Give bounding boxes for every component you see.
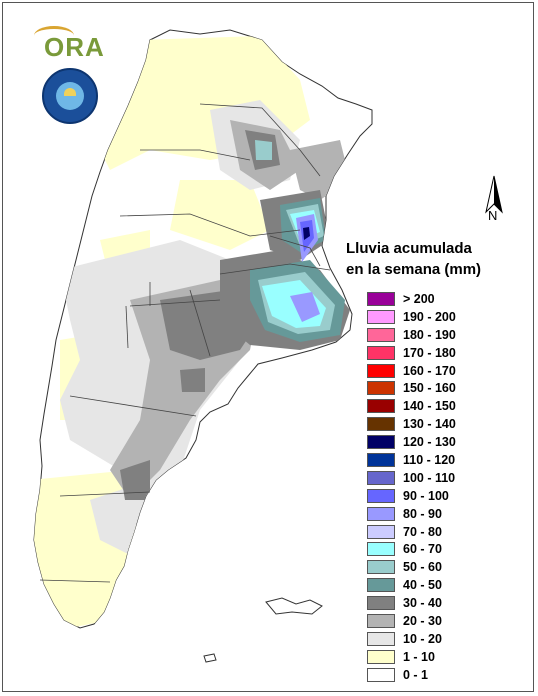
legend-swatch — [367, 327, 395, 342]
legend-item: 150 - 160 — [367, 379, 456, 397]
legend-label: 150 - 160 — [403, 381, 456, 396]
legend-swatch — [367, 560, 395, 575]
legend-item: 50 - 60 — [367, 558, 456, 576]
legend-item: 60 - 70 — [367, 540, 456, 558]
legend-swatch — [367, 309, 395, 324]
legend-label: 120 - 130 — [403, 435, 456, 450]
legend-label: 30 - 40 — [403, 596, 442, 611]
legend-label: 90 - 100 — [403, 488, 449, 503]
legend-label: 40 - 50 — [403, 578, 442, 593]
legend-item: 40 - 50 — [367, 576, 456, 594]
legend-label: 60 - 70 — [403, 542, 442, 557]
malvinas-islands — [265, 597, 323, 615]
legend-item: 70 - 80 — [367, 523, 456, 541]
legend-label: 0 - 1 — [403, 667, 429, 682]
legend-label: 10 - 20 — [403, 631, 442, 646]
legend-item: 100 - 110 — [367, 469, 456, 487]
legend-label: 110 - 120 — [403, 452, 456, 467]
legend-swatch — [367, 649, 395, 664]
legend-label: 100 - 110 — [403, 470, 456, 485]
legend-label: 180 - 190 — [403, 327, 456, 342]
legend-title: Lluvia acumulada en la semana (mm) — [346, 238, 481, 280]
province-borders — [39, 103, 331, 583]
legend-swatch — [367, 542, 395, 557]
legend-label: 50 - 60 — [403, 560, 442, 575]
legend-item: 1 - 10 — [367, 648, 456, 666]
legend-label: 20 - 30 — [403, 613, 442, 628]
north-label: N — [488, 208, 498, 223]
logo-swoosh-icon — [34, 26, 74, 45]
legend-item: > 200 — [367, 290, 456, 308]
rainfall-layers — [34, 36, 350, 628]
legend-swatch — [367, 399, 395, 414]
legend-item: 80 - 90 — [367, 505, 456, 523]
legend-label: 130 - 140 — [403, 417, 456, 432]
legend-swatch — [367, 631, 395, 646]
legend-item: 120 - 130 — [367, 433, 456, 451]
legend-swatch — [367, 363, 395, 378]
legend-item: 0 - 1 — [367, 666, 456, 684]
legend-swatch — [367, 613, 395, 628]
legend-label: 80 - 90 — [403, 506, 442, 521]
legend-label: 70 - 80 — [403, 524, 442, 539]
logo-text: ORA — [44, 32, 105, 62]
legend-swatch — [367, 488, 395, 503]
legend-title-line2: en la semana (mm) — [346, 261, 482, 278]
legend-swatch — [367, 667, 395, 682]
legend-label: 190 - 200 — [403, 309, 456, 324]
legend-swatch — [367, 524, 395, 539]
legend-swatch — [367, 345, 395, 360]
legend-item: 140 - 150 — [367, 397, 456, 415]
legend-swatch — [367, 596, 395, 611]
legend-title-line1: Lluvia acumulada — [346, 240, 472, 257]
smn-seal-icon — [42, 68, 98, 124]
legend-swatch — [367, 435, 395, 450]
legend-item: 190 - 200 — [367, 308, 456, 326]
legend-item: 10 - 20 — [367, 630, 456, 648]
legend-swatch — [367, 470, 395, 485]
legend-label: 1 - 10 — [403, 649, 435, 664]
seal-sun-icon — [64, 88, 76, 96]
seal-center — [56, 82, 84, 110]
legend-item: 170 - 180 — [367, 344, 456, 362]
legend-item: 180 - 190 — [367, 326, 456, 344]
legend-item: 130 - 140 — [367, 415, 456, 433]
legend-label: > 200 — [403, 291, 435, 306]
legend-label: 170 - 180 — [403, 345, 456, 360]
legend-swatch — [367, 578, 395, 593]
legend-swatch — [367, 452, 395, 467]
compass: N — [480, 172, 512, 224]
legend-swatch — [367, 417, 395, 432]
legend-item: 30 - 40 — [367, 594, 456, 612]
legend: > 200 190 - 200 180 - 190 170 - 180 160 - 17… — [367, 290, 456, 684]
legend-swatch — [367, 381, 395, 396]
legend-label: 160 - 170 — [403, 363, 456, 378]
legend-item: 90 - 100 — [367, 487, 456, 505]
legend-item: 110 - 120 — [367, 451, 456, 469]
legend-swatch — [367, 291, 395, 306]
legend-swatch — [367, 506, 395, 521]
legend-item: 20 - 30 — [367, 612, 456, 630]
ora-logo: ORA — [34, 26, 106, 62]
legend-label: 140 - 150 — [403, 399, 456, 414]
legend-item: 160 - 170 — [367, 362, 456, 380]
